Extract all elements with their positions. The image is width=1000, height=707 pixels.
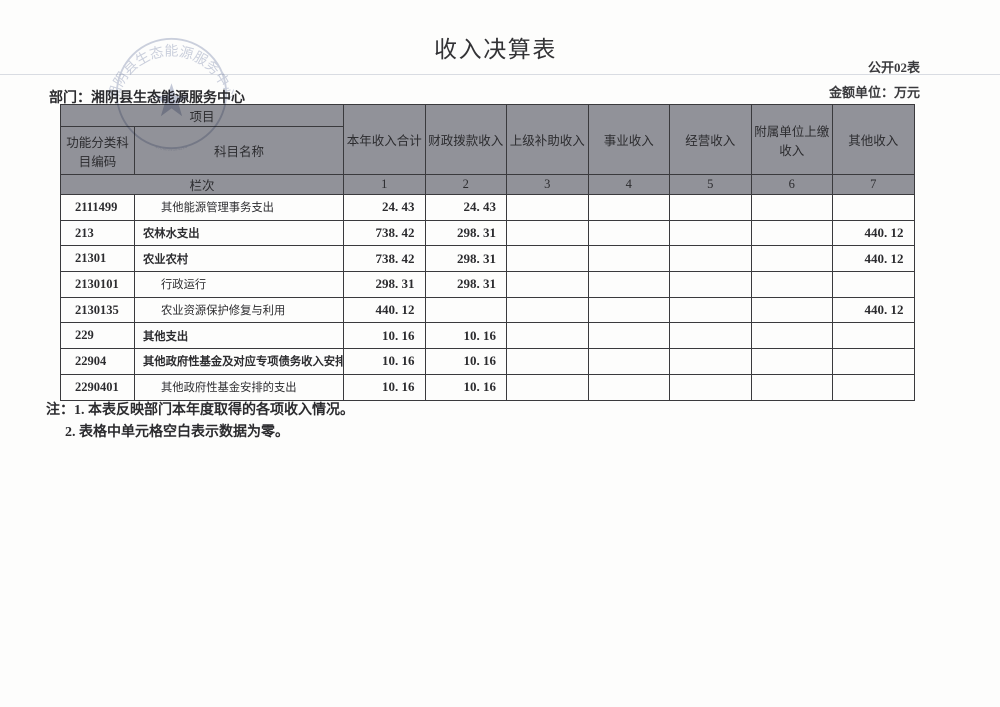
svg-text:4706009584214: 4706009584214: [155, 144, 189, 152]
